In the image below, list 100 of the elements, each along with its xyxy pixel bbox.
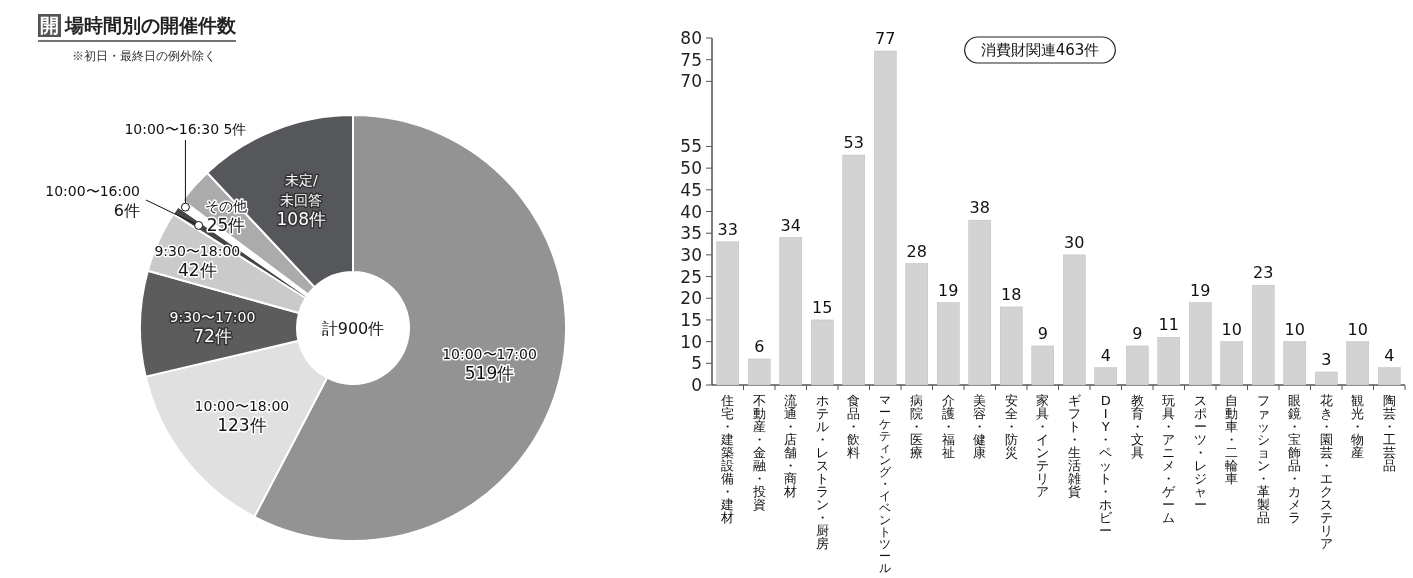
y-tick-label: 55 xyxy=(680,136,702,157)
data-label: 34 xyxy=(780,215,801,235)
data-label: 10 xyxy=(1284,319,1305,339)
data-label: 72件 xyxy=(193,326,232,347)
x-tick-label: 家具・インテリア xyxy=(1036,393,1050,499)
data-label: 18 xyxy=(1001,284,1022,304)
bar xyxy=(842,154,865,386)
data-label: 33 xyxy=(717,219,738,239)
data-label: 4 xyxy=(1384,345,1395,365)
data-label: 42件 xyxy=(178,259,217,280)
data-label: 23 xyxy=(1253,263,1274,283)
slice-label: 9:30〜17:00 xyxy=(169,309,256,326)
bar xyxy=(1283,341,1306,386)
bar xyxy=(1094,367,1117,386)
bar xyxy=(1031,345,1054,386)
bar xyxy=(748,358,771,386)
bar xyxy=(1315,371,1338,386)
y-tick-label: 30 xyxy=(680,244,702,265)
x-tick-label: 自動車・二輪車 xyxy=(1225,393,1239,486)
data-label: 38 xyxy=(969,198,990,218)
bar xyxy=(1063,254,1086,386)
bar xyxy=(1157,337,1180,386)
data-label: 25件 xyxy=(206,215,246,236)
category-label: 住宅・建築設備・建材 xyxy=(721,393,735,525)
category-label: 眼鏡・宝飾品・カメラ xyxy=(1288,393,1302,525)
y-tick-label: 25 xyxy=(680,266,702,287)
x-tick-label: 病院・医療 xyxy=(910,393,924,460)
data-label: 53 xyxy=(843,133,864,153)
bar xyxy=(779,237,802,386)
x-tick-label: 教育・文具 xyxy=(1130,393,1144,460)
y-tick-label: 45 xyxy=(680,179,702,200)
data-label: 6 xyxy=(754,336,765,356)
y-tick-label: 10 xyxy=(680,331,702,352)
category-label: 玩具・アニメ・ゲーム xyxy=(1162,393,1176,525)
bar xyxy=(968,219,991,386)
bar xyxy=(937,302,960,386)
text: 計900件 xyxy=(321,319,385,338)
data-label: 519件 xyxy=(464,362,515,383)
data-label: 15 xyxy=(812,297,833,317)
data-label: 3 xyxy=(1321,349,1332,369)
y-tick-label: 40 xyxy=(680,201,702,222)
category-label: 花き・園芸・エクステリア xyxy=(1319,393,1333,551)
x-tick-label: 観光・物産 xyxy=(1351,393,1365,460)
slice-label: 10:00〜17:00 xyxy=(442,345,537,362)
x-tick-label: 美容・健康 xyxy=(973,393,987,460)
bar xyxy=(905,263,928,386)
data-label: 6件 xyxy=(113,201,140,220)
slice-label: その他 xyxy=(204,198,247,215)
y-tick-label: 80 xyxy=(680,28,702,48)
bar xyxy=(716,241,739,386)
chart-title: 開場時間別の開催件数 xyxy=(40,14,237,36)
x-tick-label: 食品・飲料 xyxy=(847,393,861,460)
x-tick-label: 介護・福祉 xyxy=(941,393,955,460)
bar xyxy=(1378,367,1401,386)
category-label: スポーツ・レジャー xyxy=(1193,393,1207,512)
bar xyxy=(811,319,834,386)
data-label: 4 xyxy=(1100,345,1111,365)
category-label: ファッション・革製品 xyxy=(1256,393,1270,525)
y-tick-label: 15 xyxy=(680,309,702,330)
bar xyxy=(1220,341,1243,386)
category-label: マーケティング・イベントツール xyxy=(879,393,892,575)
data-label: 19 xyxy=(938,280,959,300)
data-label: 10 xyxy=(1347,319,1368,339)
data-label: 77 xyxy=(875,29,896,49)
y-tick-label: 50 xyxy=(680,158,702,179)
category-label: 不動産・金融・投資 xyxy=(752,393,766,512)
category-label: DIY・ペット・ホビー xyxy=(1099,393,1113,538)
x-tick-label: 流通・店舗・商材 xyxy=(783,393,798,499)
bar xyxy=(1346,341,1369,386)
bar xyxy=(1189,302,1212,386)
data-label: 9 xyxy=(1037,323,1048,343)
bar xyxy=(874,50,897,386)
data-label: 9 xyxy=(1132,323,1143,343)
slice-label: 10:00〜16:00 xyxy=(45,183,140,199)
bar xyxy=(1252,284,1275,386)
x-tick-label: ギフト・生活雑貨 xyxy=(1067,393,1081,499)
annotation: 消費財関連463件 xyxy=(980,41,1100,59)
bar xyxy=(1126,345,1149,386)
data-label: 108件 xyxy=(276,209,326,230)
data-label: 10 xyxy=(1221,319,1242,339)
y-tick-label: 35 xyxy=(680,223,702,244)
y-tick-label: 70 xyxy=(680,71,702,92)
data-label: 123件 xyxy=(217,415,267,436)
slice-label: 未定/未回答 xyxy=(280,172,323,209)
x-tick-label: 陶芸・工芸品 xyxy=(1382,393,1396,473)
chart-subtitle: ※初日・最終日の例外除く xyxy=(72,49,216,63)
slice-label: 10:00〜16:30 5件 xyxy=(124,121,247,137)
data-label: 19 xyxy=(1190,280,1211,300)
slice-label: 10:00〜18:00 xyxy=(194,398,290,415)
data-label: 28 xyxy=(906,241,927,261)
y-tick-label: 0 xyxy=(691,375,702,395)
bar xyxy=(1000,306,1023,386)
y-tick-label: 5 xyxy=(691,353,702,374)
y-tick-label: 20 xyxy=(680,288,702,309)
data-label: 11 xyxy=(1158,315,1179,335)
data-label: 30 xyxy=(1064,232,1085,252)
y-tick-label: 75 xyxy=(680,49,702,70)
slice-label: 9:30〜18:00 xyxy=(154,242,241,259)
x-tick-label: 安全・防災 xyxy=(1004,393,1018,460)
category-label: ホテル・レストラン・厨房 xyxy=(815,393,829,551)
